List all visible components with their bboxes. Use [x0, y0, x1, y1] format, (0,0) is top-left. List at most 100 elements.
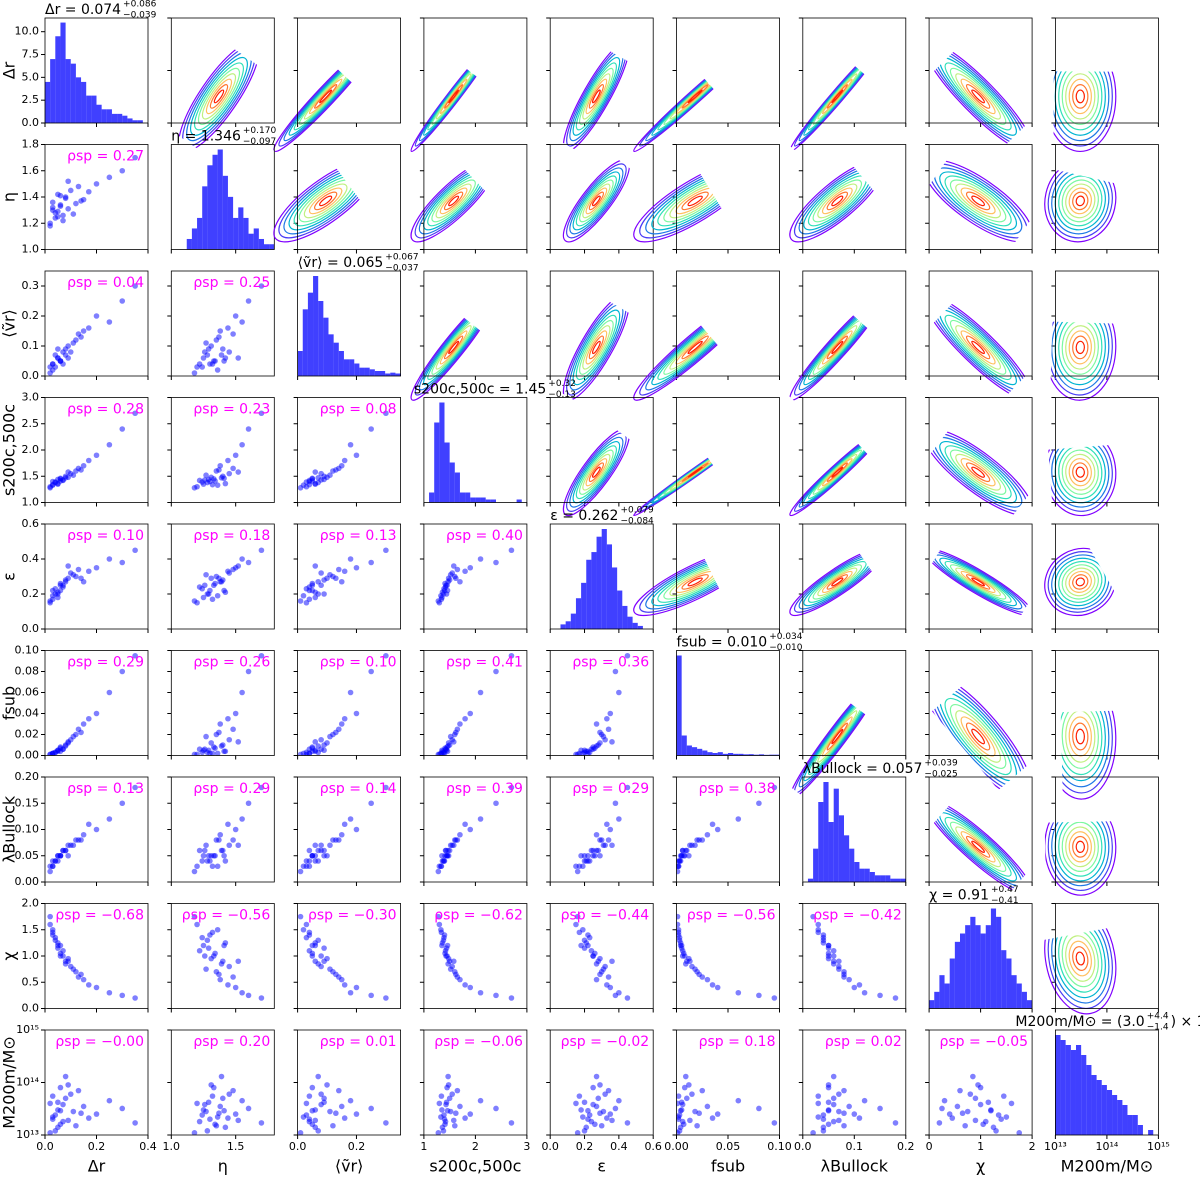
scatter-point [119, 426, 126, 432]
scatter-point [57, 1084, 64, 1091]
scatter-point [450, 958, 457, 965]
y-tick-label: 10¹⁵ [16, 1023, 39, 1036]
hist-bar [328, 334, 334, 376]
scatter-point [49, 1093, 56, 1099]
scatter-point [78, 837, 84, 843]
scatter-point [597, 955, 603, 962]
contour [278, 57, 373, 147]
contour [789, 428, 886, 517]
rho-label: ρsp = 0.23 [193, 402, 270, 418]
hist-bar [960, 933, 966, 1009]
panel: ρsp = 0.38 [672, 776, 780, 886]
hist-bar [318, 301, 324, 376]
hist-bar [380, 371, 386, 376]
panel-frame [802, 650, 907, 756]
contour [1060, 709, 1110, 788]
contour [645, 167, 741, 235]
hist-bar [480, 497, 486, 503]
contour [585, 187, 608, 215]
rho-label: ρsp = 0.10 [67, 528, 144, 544]
scatter-point [353, 564, 360, 571]
contour [190, 56, 248, 136]
title-upper: +0.079 [620, 506, 654, 516]
scatter-point [85, 821, 92, 828]
scatter-point [830, 953, 837, 959]
hist-bar [449, 462, 455, 503]
hist-bar [965, 925, 971, 1009]
y-tick-label: 2.5 [22, 417, 40, 430]
scatter-point [221, 942, 227, 949]
scatter-point [226, 349, 233, 355]
panel: η = 1.346 +0.170−0.097 [170, 126, 276, 254]
scatter-point [208, 1082, 215, 1088]
scatter-point [309, 748, 316, 755]
contour [633, 313, 758, 401]
x-tick-label: 0.0 [36, 1140, 54, 1153]
contour [817, 567, 858, 597]
hist-bar [581, 582, 587, 629]
scatter-point [209, 929, 216, 936]
scatter-point [962, 1122, 968, 1129]
panel-frame [423, 1029, 528, 1136]
scatter-point [616, 689, 622, 696]
contour [687, 340, 703, 355]
hist-bar [612, 567, 618, 629]
hist-bar [1137, 1125, 1143, 1135]
panel: 1.0 1.2 1.4 1.6 1.8 ρsp = 0.27 [22, 138, 149, 256]
contour [585, 78, 608, 115]
panel-frame [549, 523, 654, 630]
hist-bar [127, 118, 133, 123]
rho-label: ρsp = 0.25 [193, 275, 270, 291]
title-lower: −0.084 [620, 517, 654, 527]
x-tick-label: 2 [1029, 1140, 1036, 1153]
contour [1075, 951, 1085, 966]
scatter-point [825, 950, 832, 957]
scatter-point [368, 668, 374, 675]
contour [817, 453, 858, 491]
hist-bar [434, 422, 440, 503]
hist-bar [738, 753, 744, 756]
scatter-point [321, 1095, 327, 1102]
scatter-point [67, 187, 74, 194]
hist-bar [202, 186, 208, 250]
panel-frame [170, 144, 275, 250]
title-upper: +4.4 [1147, 1012, 1169, 1022]
panel: ρsp = 0.36 [546, 650, 654, 760]
hist-bar [1086, 1065, 1092, 1135]
scatter-point [78, 334, 84, 340]
hist-bar [459, 492, 466, 503]
contour [579, 319, 614, 375]
scatter-point [318, 1091, 324, 1097]
scatter-point [602, 1091, 608, 1097]
panel-title: λBullock = 0.057 [803, 761, 923, 777]
scatter-point [593, 961, 600, 967]
hist-bar [395, 373, 401, 376]
contour [633, 547, 738, 617]
scatter-point [327, 966, 333, 972]
scatter-point [327, 472, 333, 479]
scatter-point [297, 913, 304, 920]
y-axis-label: ⟨ṽr⟩ [0, 309, 19, 338]
scatter-point [353, 984, 360, 991]
scatter-point [106, 1097, 113, 1104]
contour [303, 183, 348, 219]
scatter-point [595, 1095, 602, 1102]
panel: 0.0 0.2 ρsp = 0.01 [289, 1029, 402, 1153]
scatter-point [341, 982, 348, 988]
scatter-point [836, 1108, 842, 1115]
contour [933, 436, 1023, 508]
scatter-point [258, 410, 265, 417]
scatter-point [232, 984, 239, 991]
scatter-point [815, 1114, 822, 1120]
contour [1048, 441, 1117, 517]
scatter-point [201, 582, 208, 589]
y-tick-label: 0.10 [15, 644, 40, 657]
scatter-point [85, 715, 92, 722]
scatter-point [467, 710, 474, 717]
contour [793, 302, 881, 396]
contour [1061, 821, 1099, 873]
contour [427, 62, 481, 131]
scatter-point [78, 575, 84, 582]
panel: 0 1 2 ρsp = −0.05 [925, 1029, 1036, 1153]
hist-bar [975, 925, 981, 1009]
